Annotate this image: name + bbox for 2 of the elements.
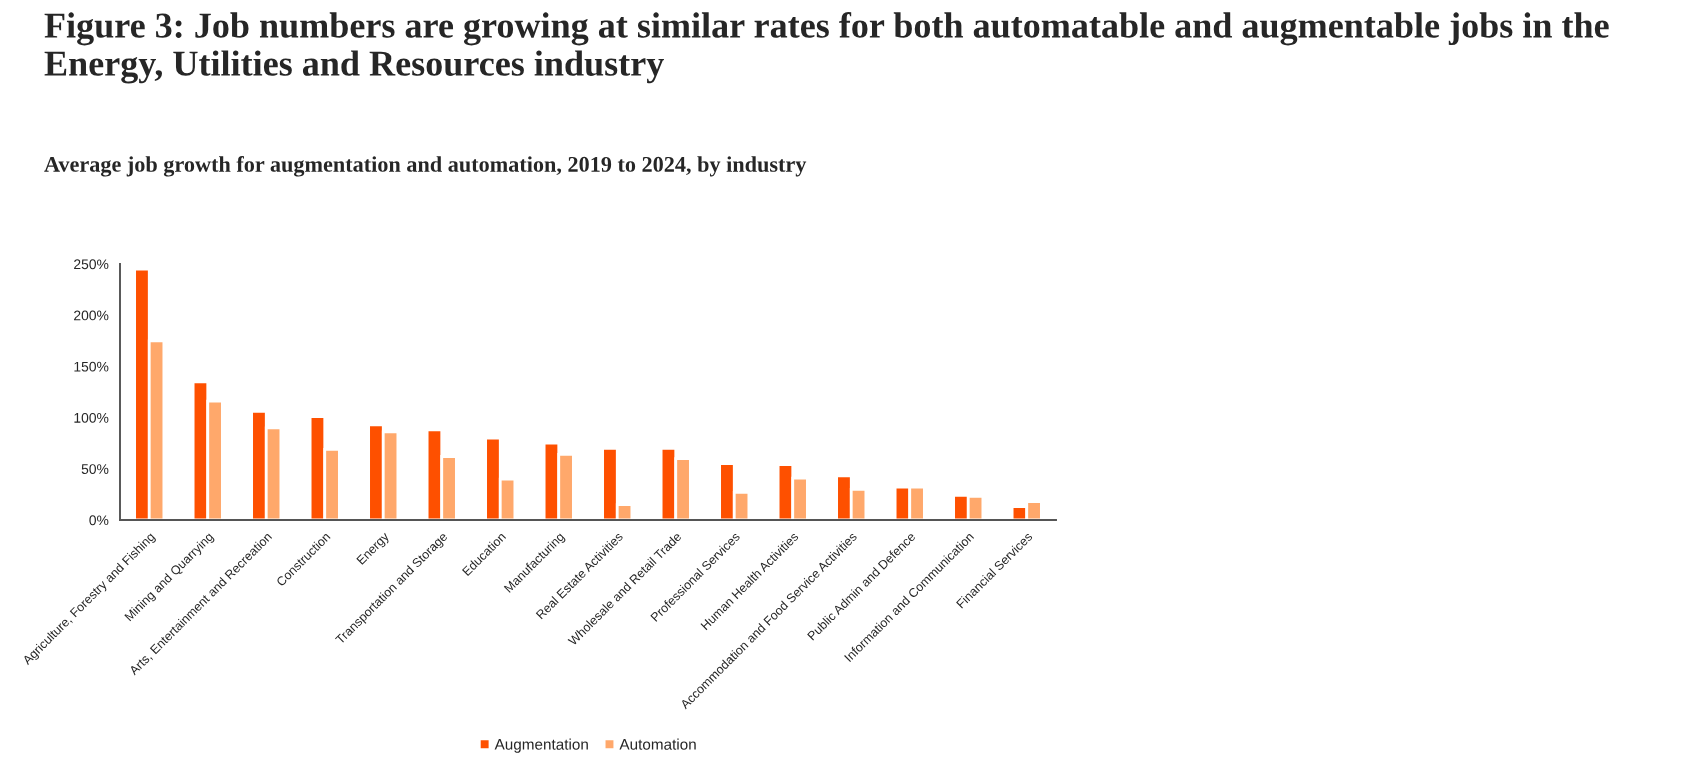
chart-subtitle: Average job growth for augmentation and automation, 2019 to 2024, by industry: [44, 156, 807, 177]
chart-title: Figure 3: Job numbers are growing at similar rates for both automatable and augmentable jobs in the Energy, Utilities and Resources industry: [44, 12, 1609, 84]
